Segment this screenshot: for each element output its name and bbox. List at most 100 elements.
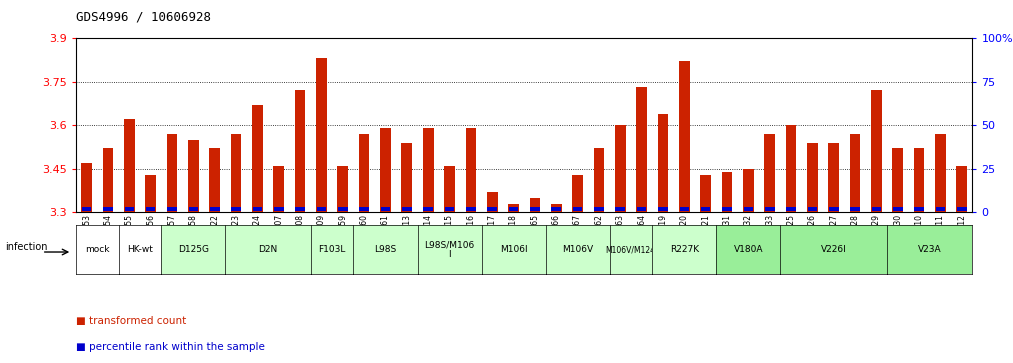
Bar [956,166,967,212]
Text: V180A: V180A [733,245,763,254]
Bar [572,207,582,212]
Bar [337,166,348,212]
Bar [679,61,690,212]
Bar [466,128,476,212]
Bar [296,207,305,212]
Bar [252,105,262,212]
Bar [594,148,605,212]
Bar [274,207,284,212]
Bar [551,204,561,212]
Text: HK-wt: HK-wt [127,245,153,254]
Text: M106V/M124I: M106V/M124I [605,245,657,254]
Bar [530,207,540,212]
Bar [338,207,347,212]
Bar [871,90,881,212]
Bar [616,207,625,212]
Text: V23A: V23A [918,245,942,254]
Bar [658,207,668,212]
Bar [657,114,669,212]
Bar [701,207,710,212]
Bar [871,207,881,212]
Bar [680,207,689,212]
Bar [829,143,839,212]
Bar [786,207,796,212]
Bar [102,148,113,212]
Bar [124,119,135,212]
Text: L98S/M106
I: L98S/M106 I [424,240,475,259]
Bar [936,207,945,212]
Text: ■ percentile rank within the sample: ■ percentile rank within the sample [76,342,264,352]
Bar [786,125,796,212]
Text: infection: infection [5,242,48,252]
Bar [572,175,582,212]
Bar [509,204,519,212]
Bar [700,175,711,212]
Text: L98S: L98S [375,245,397,254]
Bar [231,207,241,212]
Bar [295,90,306,212]
Bar [210,148,220,212]
Bar [487,207,497,212]
Text: ■ transformed count: ■ transformed count [76,316,186,326]
Bar [487,192,497,212]
Bar [445,207,454,212]
Text: mock: mock [85,245,109,254]
Bar [850,134,860,212]
Bar [743,169,754,212]
Text: GDS4996 / 10606928: GDS4996 / 10606928 [76,11,211,24]
Bar [744,207,753,212]
Text: F103L: F103L [318,245,345,254]
Bar [935,134,946,212]
Bar [530,198,540,212]
Bar [957,207,966,212]
Bar [252,207,262,212]
Bar [914,148,925,212]
Bar [316,58,327,212]
Text: M106I: M106I [499,245,528,254]
Bar [401,143,412,212]
Bar [274,166,284,212]
Bar [82,207,91,212]
Text: M106V: M106V [562,245,594,254]
Text: V226I: V226I [821,245,847,254]
Bar [423,207,433,212]
Bar [359,134,370,212]
Bar [722,207,731,212]
Bar [81,163,92,212]
Text: R227K: R227K [670,245,699,254]
Bar [380,128,391,212]
Bar [146,207,155,212]
Bar [188,140,199,212]
Bar [850,207,860,212]
Bar [615,125,626,212]
Bar [829,207,839,212]
Bar [807,207,817,212]
Bar [636,87,647,212]
Bar [188,207,199,212]
Bar [381,207,390,212]
Bar [721,172,732,212]
Bar [595,207,604,212]
Text: D125G: D125G [178,245,209,254]
Text: D2N: D2N [258,245,278,254]
Bar [915,207,924,212]
Bar [466,207,476,212]
Bar [360,207,369,212]
Bar [637,207,646,212]
Bar [807,143,817,212]
Bar [210,207,220,212]
Bar [402,207,411,212]
Bar [509,207,519,212]
Bar [103,207,112,212]
Bar [145,175,156,212]
Bar [765,134,775,212]
Bar [551,207,561,212]
Bar [893,207,903,212]
Bar [125,207,134,212]
Bar [765,207,775,212]
Bar [444,166,455,212]
Bar [167,134,177,212]
Bar [231,134,241,212]
Bar [167,207,177,212]
Bar [317,207,326,212]
